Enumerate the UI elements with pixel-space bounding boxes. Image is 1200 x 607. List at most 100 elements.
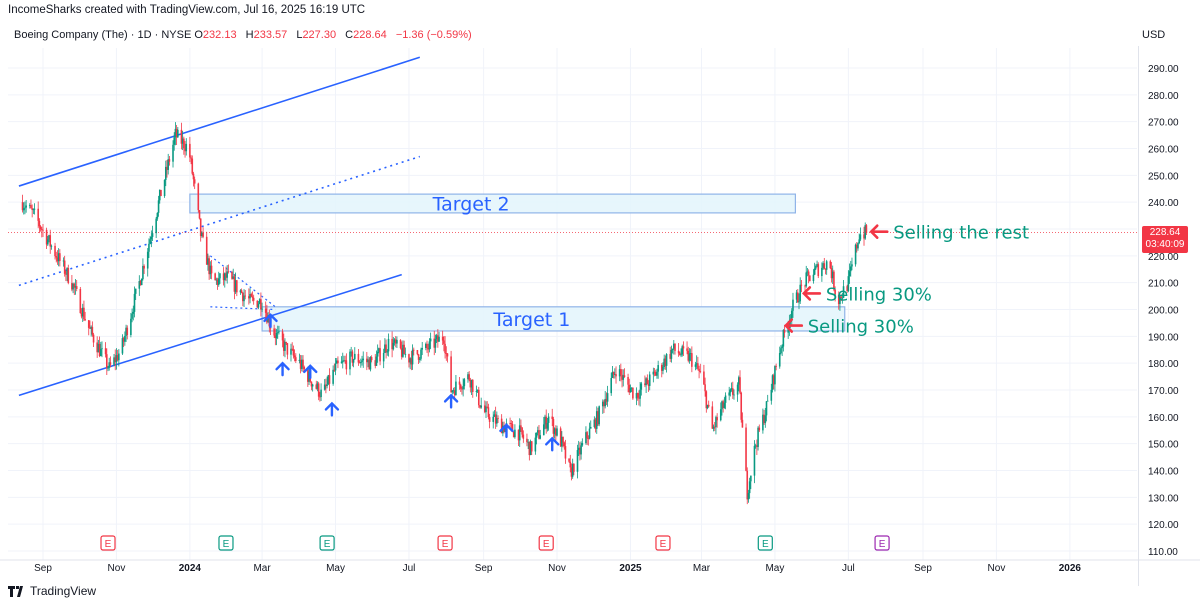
- candle: [367, 356, 369, 368]
- annotation-label-1: Selling the rest: [893, 223, 1029, 244]
- candle: [699, 363, 702, 374]
- candle: [209, 261, 212, 279]
- candle: [65, 270, 67, 282]
- price-axis[interactable]: 110.00 120.00 130.00 140.00 150.00 160.00 170.…: [1148, 64, 1179, 558]
- time-axis[interactable]: Sep Nov 2024 Mar May Jul Sep Nov 2025 Mar May Jul Se…: [0, 559, 1200, 574]
- candle: [233, 274, 236, 300]
- candle: [740, 391, 743, 423]
- earnings-marker-1[interactable]: E: [100, 535, 116, 551]
- buy-arrow-icon-6: [499, 423, 514, 439]
- candle: [747, 489, 750, 503]
- earnings-marker-4[interactable]: E: [437, 535, 453, 551]
- candle: [104, 342, 107, 358]
- candle: [384, 338, 386, 354]
- candle: [753, 440, 756, 484]
- earnings-marker-8[interactable]: E: [874, 535, 890, 551]
- candle: [295, 353, 297, 363]
- x-tick-9: Mar: [693, 563, 711, 574]
- earnings-label: E: [442, 539, 449, 550]
- candle: [647, 380, 650, 392]
- candle: [240, 288, 243, 294]
- candle: [831, 265, 834, 284]
- currency-label[interactable]: USD: [1142, 29, 1166, 41]
- candle: [552, 416, 555, 438]
- candle: [598, 405, 600, 427]
- candle: [441, 330, 444, 346]
- candle: [512, 431, 515, 438]
- candle: [284, 338, 286, 358]
- candle: [640, 381, 643, 396]
- candle: [121, 334, 124, 356]
- candle: [579, 442, 581, 461]
- candle: [812, 269, 815, 284]
- candle: [488, 413, 491, 429]
- candle: [848, 263, 851, 284]
- earnings-marker-6[interactable]: E: [655, 535, 671, 551]
- candle: [689, 348, 692, 362]
- candle: [223, 272, 226, 288]
- candle: [341, 352, 344, 369]
- candle: [797, 289, 799, 303]
- candle: [817, 262, 820, 279]
- candle: [148, 238, 150, 258]
- candle: [177, 126, 179, 138]
- candle: [343, 355, 345, 363]
- candle: [50, 244, 53, 250]
- candle: [403, 340, 405, 355]
- candle: [311, 383, 314, 392]
- candle: [87, 320, 90, 336]
- candle: [738, 375, 740, 392]
- candle: [671, 348, 674, 354]
- candle: [394, 336, 397, 348]
- channel-upper-line[interactable]: [18, 56, 421, 187]
- candle: [555, 425, 557, 441]
- candle: [37, 201, 39, 229]
- earnings-marker-3[interactable]: E: [319, 535, 335, 551]
- candle: [851, 257, 853, 271]
- candle: [864, 222, 867, 240]
- candle: [694, 361, 697, 371]
- candle: [581, 438, 584, 447]
- candle: [116, 349, 119, 362]
- symbol-name[interactable]: Boeing Company (The) · 1D · NYSE: [14, 29, 192, 41]
- candle: [210, 260, 213, 280]
- candle: [92, 332, 95, 348]
- candle: [781, 344, 783, 357]
- wedge-upper-line[interactable]: [209, 255, 276, 308]
- high-value: 233.57: [253, 29, 288, 41]
- zone-1[interactable]: [189, 193, 796, 214]
- earnings-label: E: [324, 539, 331, 550]
- candle: [181, 130, 184, 151]
- candle: [96, 336, 98, 358]
- candle: [713, 422, 716, 432]
- candle: [865, 224, 868, 236]
- channel-lower-line[interactable]: [18, 273, 402, 397]
- candle: [800, 279, 803, 293]
- candle: [107, 365, 109, 372]
- candle: [361, 355, 363, 366]
- candle: [175, 124, 178, 146]
- candle: [750, 475, 752, 490]
- earnings-marker-2[interactable]: E: [218, 535, 234, 551]
- candle: [618, 365, 621, 382]
- candle: [281, 328, 284, 348]
- candle: [522, 430, 525, 443]
- candle: [806, 267, 809, 277]
- buy-arrow-icon-1: [263, 313, 278, 329]
- candle: [662, 362, 664, 375]
- y-tick-0: 110.00: [1148, 547, 1178, 558]
- candle: [248, 288, 250, 305]
- earnings-marker-7[interactable]: E: [757, 535, 773, 551]
- candle: [539, 429, 541, 440]
- wedge-lower-line[interactable]: [210, 306, 276, 311]
- earnings-marker-5[interactable]: E: [538, 535, 554, 551]
- candle: [824, 268, 827, 275]
- candle: [573, 463, 575, 476]
- candle: [795, 289, 798, 303]
- candle: [587, 435, 590, 446]
- candle: [400, 341, 403, 360]
- zone-2[interactable]: [261, 306, 846, 332]
- channel-mid-line[interactable]: [18, 155, 421, 287]
- candle: [353, 347, 356, 360]
